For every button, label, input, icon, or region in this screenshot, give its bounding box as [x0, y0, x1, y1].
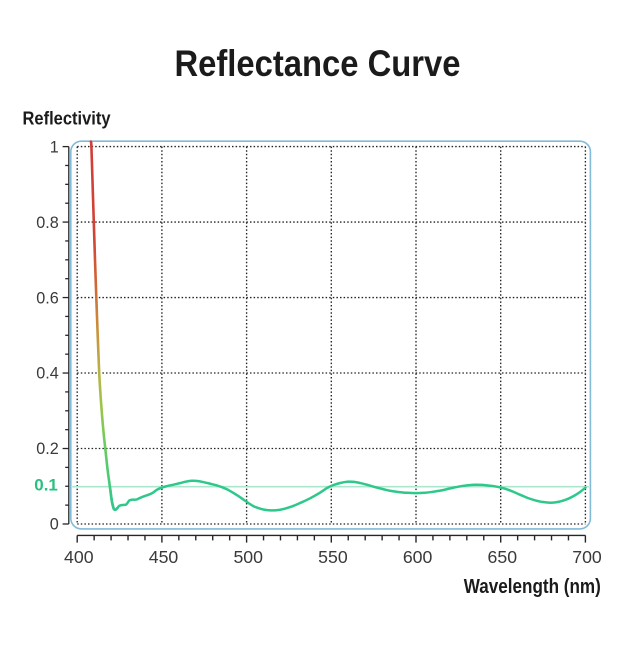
svg-text:0.8: 0.8: [36, 214, 59, 232]
svg-text:0: 0: [50, 516, 59, 534]
svg-text:Reflectance Curve: Reflectance Curve: [175, 42, 461, 84]
svg-text:450: 450: [149, 547, 179, 567]
svg-text:Reflectivity: Reflectivity: [23, 108, 112, 129]
svg-text:0.6: 0.6: [36, 289, 59, 307]
svg-text:500: 500: [233, 547, 263, 567]
svg-text:700: 700: [572, 547, 602, 567]
svg-text:600: 600: [403, 547, 433, 567]
svg-text:0.2: 0.2: [36, 440, 59, 458]
svg-text:1: 1: [50, 138, 59, 156]
svg-text:Wavelength (nm): Wavelength (nm): [464, 576, 601, 598]
svg-text:0.4: 0.4: [36, 365, 59, 383]
svg-text:650: 650: [488, 547, 518, 567]
svg-text:0.1: 0.1: [34, 477, 58, 495]
svg-text:550: 550: [318, 547, 348, 567]
svg-text:400: 400: [64, 547, 94, 567]
